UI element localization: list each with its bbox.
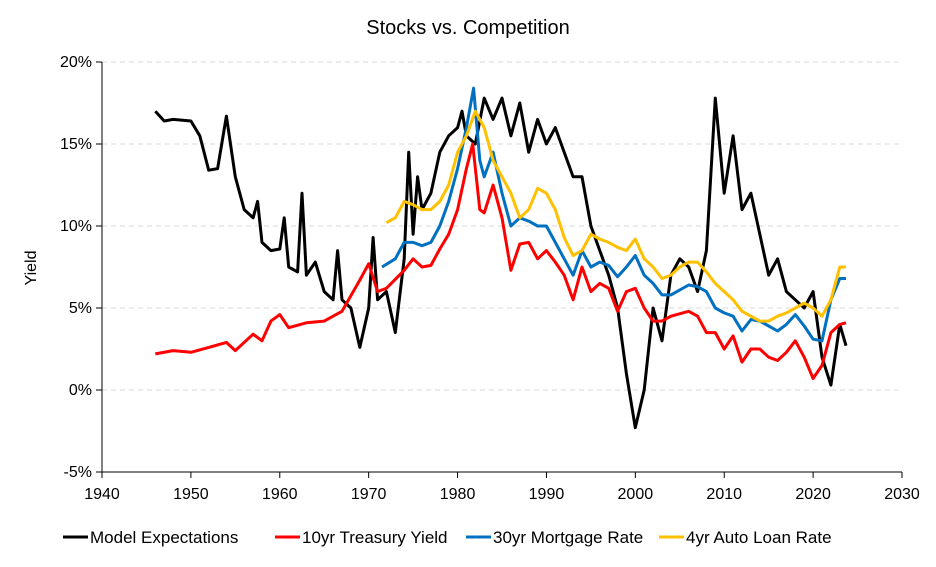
x-tick-label: 1940 [84,486,120,503]
y-axis-label: Yield [23,251,40,286]
series-line-0 [154,96,848,430]
x-tick-label: 2020 [795,486,831,503]
x-tick-label: 2010 [706,486,742,503]
y-tick-label: -5% [64,464,92,481]
x-tick-label: 2030 [884,486,920,503]
series-line-1 [155,142,847,380]
x-tick-label: 1970 [351,486,387,503]
y-tick-label: 15% [60,136,92,153]
legend-label: 30yr Mortgage Rate [493,528,643,547]
x-tick-label: 2000 [618,486,654,503]
legend-item: 4yr Auto Loan Rate [659,528,832,547]
series-line-3 [385,109,846,323]
legend-item: 10yr Treasury Yield [275,528,448,547]
y-tick-label: 20% [60,54,92,71]
legend-label: 4yr Auto Loan Rate [686,528,832,547]
chart-title: Stocks vs. Competition [366,17,569,39]
legend-label: 10yr Treasury Yield [302,528,448,547]
x-tick-label: 1980 [440,486,476,503]
y-tick-label: 0% [69,382,92,399]
legend-label: Model Expectations [90,528,238,547]
legend-item: Model Expectations [63,528,238,547]
x-tick-label: 1960 [262,486,298,503]
y-tick-label: 5% [69,300,92,317]
y-tick-label: 10% [60,218,92,235]
legend-item: 30yr Mortgage Rate [466,528,643,547]
x-tick-label: 1990 [529,486,565,503]
x-tick-label: 1950 [173,486,209,503]
